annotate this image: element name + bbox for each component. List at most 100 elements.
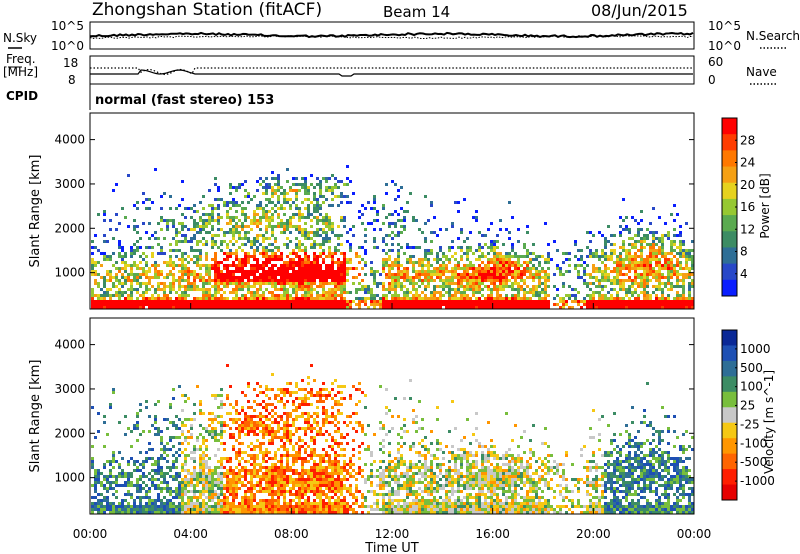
heatmap-cell <box>232 237 235 240</box>
heatmap-cell <box>103 508 106 511</box>
heatmap-cell <box>559 270 562 273</box>
heatmap-cell <box>643 306 646 309</box>
heatmap-cell <box>451 255 454 258</box>
heatmap-cell <box>280 204 283 207</box>
heatmap-cell <box>223 303 226 306</box>
heatmap-cell <box>496 258 499 261</box>
heatmap-cell <box>571 306 574 309</box>
heatmap-cell <box>559 267 562 270</box>
heatmap-cell <box>322 276 325 279</box>
heatmap-cell <box>646 267 649 270</box>
heatmap-cell <box>271 409 274 412</box>
heatmap-cell <box>94 478 97 481</box>
heatmap-cell <box>205 454 208 457</box>
heatmap-cell <box>352 276 355 279</box>
heatmap-cell <box>541 270 544 273</box>
heatmap-cell <box>247 303 250 306</box>
heatmap-cell <box>121 306 124 309</box>
heatmap-cell <box>616 276 619 279</box>
heatmap-cell <box>184 436 187 439</box>
heatmap-cell <box>193 460 196 463</box>
heatmap-cell <box>202 490 205 493</box>
heatmap-cell <box>424 264 427 267</box>
heatmap-cell <box>181 511 184 514</box>
heatmap-cell <box>259 481 262 484</box>
heatmap-cell <box>160 270 163 273</box>
heatmap-cell <box>619 267 622 270</box>
heatmap-cell <box>139 246 142 249</box>
heatmap-cell <box>238 234 241 237</box>
heatmap-cell <box>622 261 625 264</box>
heatmap-cell <box>352 234 355 237</box>
heatmap-cell <box>247 192 250 195</box>
heatmap-cell <box>400 297 403 300</box>
heatmap-cell <box>130 246 133 249</box>
heatmap-cell <box>376 219 379 222</box>
heatmap-cell <box>244 502 247 505</box>
heatmap-cell <box>127 264 130 267</box>
heatmap-cell <box>220 487 223 490</box>
heatmap-cell <box>292 267 295 270</box>
heatmap-cell <box>460 255 463 258</box>
heatmap-cell <box>226 499 229 502</box>
heatmap-cell <box>541 291 544 294</box>
heatmap-cell <box>406 300 409 303</box>
heatmap-cell <box>289 279 292 282</box>
heatmap-cell <box>217 394 220 397</box>
heatmap-cell <box>109 255 112 258</box>
heatmap-cell <box>253 216 256 219</box>
heatmap-cell <box>187 306 190 309</box>
heatmap-cell <box>199 490 202 493</box>
heatmap-cell <box>667 261 670 264</box>
heatmap-cell <box>181 291 184 294</box>
heatmap-cell <box>466 264 469 267</box>
heatmap-cell <box>172 222 175 225</box>
heatmap-cell <box>235 279 238 282</box>
heatmap-cell <box>178 303 181 306</box>
heatmap-cell <box>601 288 604 291</box>
heatmap-cell <box>346 291 349 294</box>
heatmap-cell <box>631 216 634 219</box>
heatmap-cell <box>178 448 181 451</box>
heatmap-cell <box>199 508 202 511</box>
heatmap-cell <box>223 475 226 478</box>
heatmap-cell <box>178 297 181 300</box>
heatmap-cell <box>574 240 577 243</box>
heatmap-cell <box>97 306 100 309</box>
heatmap-cell <box>169 255 172 258</box>
heatmap-cell <box>388 276 391 279</box>
heatmap-cell <box>214 198 217 201</box>
heatmap-cell <box>667 258 670 261</box>
heatmap-cell <box>157 505 160 508</box>
heatmap-cell <box>325 225 328 228</box>
heatmap-cell <box>478 303 481 306</box>
heatmap-cell <box>247 487 250 490</box>
heatmap-cell <box>670 285 673 288</box>
heatmap-cell <box>214 219 217 222</box>
heatmap-cell <box>319 267 322 270</box>
heatmap-cell <box>337 303 340 306</box>
heatmap-cell <box>394 234 397 237</box>
heatmap-cell <box>211 493 214 496</box>
heatmap-cell <box>340 201 343 204</box>
heatmap-cell <box>667 276 670 279</box>
heatmap-cell <box>226 475 229 478</box>
heatmap-cell <box>508 273 511 276</box>
heatmap-cell <box>109 502 112 505</box>
heatmap-cell <box>481 246 484 249</box>
heatmap-cell <box>466 288 469 291</box>
heatmap-cell <box>244 270 247 273</box>
heatmap-cell <box>448 303 451 306</box>
heatmap-cell <box>322 300 325 303</box>
heatmap-cell <box>139 496 142 499</box>
heatmap-cell <box>166 499 169 502</box>
heatmap-cell <box>601 252 604 255</box>
heatmap-cell <box>193 478 196 481</box>
heatmap-cell <box>325 198 328 201</box>
heatmap-cell <box>202 282 205 285</box>
heatmap-cell <box>115 261 118 264</box>
heatmap-cell <box>103 511 106 514</box>
heatmap-cell <box>292 306 295 309</box>
heatmap-cell <box>136 303 139 306</box>
heatmap-cell <box>235 216 238 219</box>
